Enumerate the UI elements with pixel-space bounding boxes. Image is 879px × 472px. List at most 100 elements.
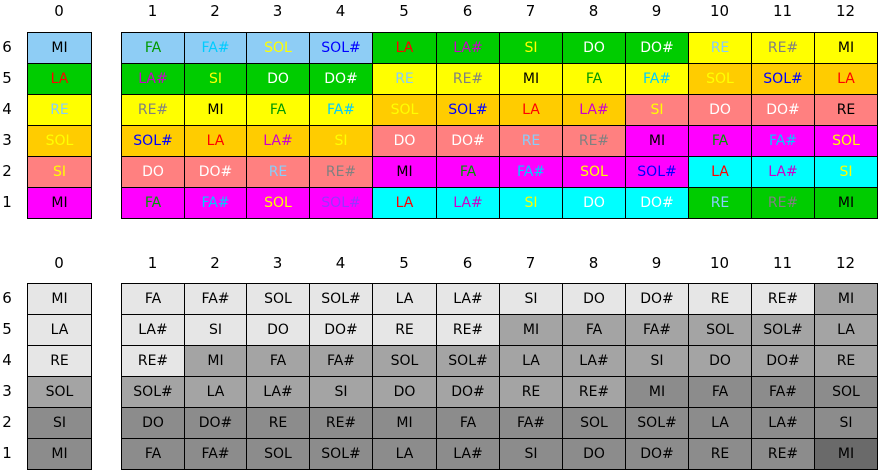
color-note-cell: FA# [309, 94, 373, 126]
color-note-cell: DO# [309, 63, 373, 95]
color-note-cell: SOL [246, 32, 310, 64]
gray-note-cell: SI [184, 314, 247, 346]
color-note-cell: RE [688, 32, 752, 64]
color-note-cell: MI [372, 156, 437, 188]
fret-number: 5 [399, 254, 409, 272]
color-note-cell: LA# [246, 125, 310, 157]
gray-note-cell: FA# [499, 407, 563, 439]
gray-note-cell: MI [184, 345, 247, 377]
color-note-cell: RE [372, 63, 437, 95]
fret-number: 4 [335, 2, 346, 20]
gray-note-cell: DO [562, 283, 626, 315]
gray-note-cell: DO# [184, 407, 247, 439]
fret-number: 11 [772, 2, 793, 20]
color-note-cell: RE [688, 187, 752, 219]
color-note-cell: SI [625, 94, 689, 126]
fret-number: 3 [272, 2, 283, 20]
color-note-cell: FA [121, 32, 185, 64]
string-number: 6 [2, 289, 12, 307]
gray-note-cell: LA [27, 314, 92, 346]
color-note-cell: FA# [499, 156, 563, 188]
color-note-cell: DO# [625, 187, 689, 219]
fret-number: 6 [462, 2, 473, 20]
color-note-cell: FA [436, 156, 500, 188]
color-note-cell: LA [372, 187, 437, 219]
gray-note-cell: SOL [562, 407, 626, 439]
color-note-cell: FA# [184, 187, 247, 219]
color-note-cell: SOL [562, 156, 626, 188]
string-number: 1 [2, 193, 12, 211]
gray-note-cell: LA# [751, 407, 815, 439]
color-note-cell: SI [27, 156, 92, 188]
gray-note-cell: SOL# [625, 407, 689, 439]
fret-number: 6 [462, 254, 473, 272]
color-note-cell: LA [814, 63, 878, 95]
color-note-cell: RE [814, 94, 878, 126]
gray-note-cell: MI [27, 283, 92, 315]
color-note-cell: FA [562, 63, 626, 95]
gray-note-cell: SI [27, 407, 92, 439]
color-note-cell: MI [625, 125, 689, 157]
color-note-cell: SOL [246, 187, 310, 219]
gray-note-cell: SOL# [309, 283, 373, 315]
gray-note-cell: FA [436, 407, 500, 439]
fret-number: 12 [835, 254, 856, 272]
color-note-cell: RE# [751, 187, 815, 219]
gray-note-cell: RE [688, 438, 752, 470]
gray-note-cell: SI [499, 283, 563, 315]
color-note-cell: SI [309, 125, 373, 157]
fret-number: 1 [147, 254, 158, 272]
gray-note-cell: FA# [625, 314, 689, 346]
fret-number: 5 [399, 2, 409, 20]
gray-note-cell: SOL [246, 438, 310, 470]
color-note-cell: SI [499, 187, 563, 219]
gray-note-cell: LA [184, 376, 247, 408]
color-note-cell: SOL [372, 94, 437, 126]
gray-note-cell: RE [499, 376, 563, 408]
gray-note-cell: SOL [27, 376, 92, 408]
gray-note-cell: LA# [436, 283, 500, 315]
gray-note-cell: DO [246, 314, 310, 346]
color-note-cell: RE# [309, 156, 373, 188]
gray-note-cell: FA# [184, 438, 247, 470]
fret-number: 9 [651, 254, 662, 272]
gray-note-cell: LA# [121, 314, 185, 346]
color-note-cell: SOL# [309, 32, 373, 64]
gray-note-cell: SI [625, 345, 689, 377]
gray-note-cell: LA [499, 345, 563, 377]
gray-note-cell: RE# [309, 407, 373, 439]
string-number: 6 [2, 38, 12, 56]
fret-number: 10 [709, 254, 730, 272]
color-note-cell: MI [27, 187, 92, 219]
gray-note-cell: SOL# [121, 376, 185, 408]
gray-note-cell: SI [309, 376, 373, 408]
gray-note-cell: FA# [184, 283, 247, 315]
gray-note-cell: RE# [121, 345, 185, 377]
fret-number: 0 [54, 2, 64, 20]
fret-number: 2 [210, 254, 220, 272]
gray-note-cell: MI [814, 438, 878, 470]
gray-note-cell: DO# [309, 314, 373, 346]
gray-note-cell: RE [246, 407, 310, 439]
color-note-cell: LA# [436, 32, 500, 64]
gray-note-cell: RE [688, 283, 752, 315]
gray-note-cell: DO# [751, 345, 815, 377]
color-note-cell: RE [246, 156, 310, 188]
gray-note-cell: LA [814, 314, 878, 346]
string-number: 3 [2, 131, 12, 149]
color-note-cell: RE# [751, 32, 815, 64]
color-note-cell: MI [814, 187, 878, 219]
color-note-cell: SOL# [751, 63, 815, 95]
color-note-cell: DO# [184, 156, 247, 188]
gray-note-cell: SOL# [751, 314, 815, 346]
gray-note-cell: MI [27, 438, 92, 470]
gray-note-cell: MI [372, 407, 437, 439]
fret-number: 8 [588, 254, 599, 272]
gray-note-cell: SOL [688, 314, 752, 346]
string-number: 2 [2, 162, 12, 180]
color-note-cell: LA# [436, 187, 500, 219]
gray-note-cell: DO [688, 345, 752, 377]
fret-number: 12 [835, 2, 856, 20]
color-note-cell: DO [562, 32, 626, 64]
color-note-cell: LA# [562, 94, 626, 126]
